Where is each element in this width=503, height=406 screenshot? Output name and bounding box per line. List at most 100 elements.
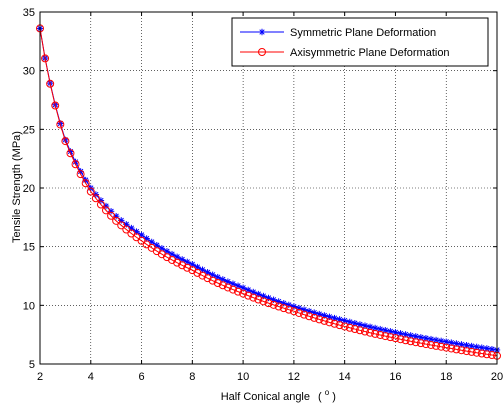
x-axis-unit: ( o ): [318, 388, 336, 403]
legend-label-symmetric: Symmetric Plane Deformation: [290, 27, 436, 39]
data-point: [219, 276, 226, 283]
data-point: [387, 328, 394, 335]
data-point: [421, 340, 430, 349]
data-point: [366, 323, 374, 331]
data-point: [340, 322, 349, 331]
data-point: [203, 274, 212, 283]
data-point: [377, 325, 384, 333]
data-point: [482, 350, 491, 359]
data-point: [376, 330, 385, 339]
data-point: [305, 312, 314, 321]
data-point: [228, 285, 237, 294]
data-point: [366, 328, 375, 337]
data-point: [183, 263, 192, 272]
data-point: [487, 351, 496, 360]
series-0: [36, 25, 501, 354]
x-tick-label: 10: [237, 371, 249, 383]
y-tick-label: 15: [23, 242, 35, 254]
data-point: [310, 313, 319, 322]
data-point: [437, 342, 446, 351]
y-tick-label: 25: [23, 124, 35, 136]
data-point: [360, 327, 369, 336]
data-point: [477, 349, 486, 358]
data-point: [117, 221, 126, 230]
data-point: [432, 341, 441, 350]
data-point: [198, 271, 207, 280]
data-point: [158, 245, 166, 252]
data-point: [107, 211, 116, 220]
data-point: [355, 326, 364, 335]
data-point: [71, 160, 80, 169]
data-point: [416, 339, 425, 348]
series-line-1: [39, 28, 498, 357]
data-point: [351, 319, 359, 327]
data-point: [488, 345, 496, 353]
data-point: [218, 281, 227, 290]
data-point: [178, 261, 187, 270]
data-point: [330, 319, 339, 328]
data-point: [335, 321, 344, 330]
data-point: [56, 120, 65, 129]
legend-marker-axisymmetric: [258, 48, 266, 56]
data-point: [96, 200, 105, 209]
series-1: [36, 24, 501, 360]
plot-series: [36, 24, 501, 360]
y-tick-label: 30: [23, 66, 35, 78]
data-point: [66, 149, 75, 158]
x-tick-label: 2: [37, 371, 43, 383]
data-point: [51, 101, 60, 110]
data-point: [239, 284, 247, 291]
data-point: [442, 343, 451, 352]
x-tick-label: 18: [440, 371, 452, 383]
data-point: [381, 332, 390, 341]
data-point: [284, 305, 293, 314]
y-axis-label: Tensile Strength (MPa): [11, 131, 23, 243]
data-point: [371, 329, 380, 338]
data-point: [336, 316, 343, 323]
data-point: [406, 337, 415, 346]
data-point: [223, 283, 232, 292]
data-point: [269, 300, 278, 309]
data-point: [41, 54, 50, 63]
data-point: [264, 299, 273, 308]
axis-ticks: 2 4 6 8 10 12 14 16 18 20 5 10 15 20 25 30 35: [23, 7, 503, 383]
data-point: [173, 258, 182, 267]
data-point: [72, 158, 79, 166]
data-point: [462, 347, 471, 356]
data-point: [46, 79, 55, 88]
x-tick-label: 8: [189, 371, 195, 383]
legend: Symmetric Plane Deformation Axisymmetric…: [231, 17, 489, 67]
data-point: [168, 255, 177, 264]
legend-box: [231, 17, 489, 67]
data-point: [447, 344, 456, 353]
data-point: [426, 340, 435, 349]
data-point: [300, 310, 309, 319]
data-point: [208, 276, 217, 285]
legend-label-axisymmetric: Axisymmetric Plane Deformation: [290, 47, 450, 59]
y-tick-label: 35: [23, 7, 35, 19]
data-point: [411, 338, 420, 347]
data-point: [294, 308, 303, 317]
data-point: [346, 318, 353, 326]
data-point: [315, 315, 324, 324]
data-point: [396, 335, 405, 344]
y-tick-label: 5: [29, 359, 35, 371]
legend-marker: [258, 28, 266, 36]
data-point: [122, 225, 131, 234]
data-point: [392, 329, 399, 336]
data-point: [254, 295, 263, 304]
x-tick-label: 14: [339, 371, 351, 383]
data-point: [127, 229, 136, 238]
grid: [40, 12, 497, 364]
data-point: [250, 288, 257, 296]
data-point: [356, 321, 364, 328]
data-point: [320, 316, 329, 325]
data-point: [244, 286, 252, 294]
data-point: [289, 307, 298, 316]
data-point: [478, 344, 485, 351]
x-tick-label: 16: [389, 371, 401, 383]
data-point: [467, 347, 476, 356]
data-point: [112, 216, 121, 225]
data-point: [452, 345, 461, 354]
